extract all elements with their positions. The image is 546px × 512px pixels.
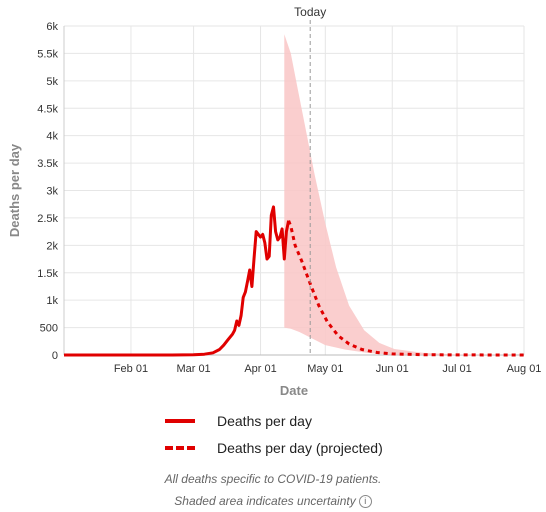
y-tick-label: 2k — [46, 240, 58, 252]
x-axis-title: Date — [280, 383, 308, 398]
y-tick-label: 5k — [46, 76, 58, 88]
footnote-line-2: Shaded area indicates uncertainty i — [0, 490, 546, 512]
y-axis-title: Deaths per day — [7, 143, 22, 237]
legend-item-projected[interactable]: Deaths per day (projected) — [165, 434, 383, 461]
y-tick-label: 4.5k — [37, 103, 58, 115]
y-tick-label: 4k — [46, 131, 58, 143]
today-label: Today — [294, 5, 326, 19]
legend-swatch-solid-line — [165, 418, 195, 423]
x-tick-label: May 01 — [307, 363, 343, 375]
y-tick-label: 6k — [46, 21, 58, 33]
x-tick-label: Aug 01 — [507, 363, 542, 375]
y-tick-label: 0 — [52, 350, 58, 362]
x-tick-label: Jul 01 — [442, 363, 471, 375]
chart-legend: Deaths per day Deaths per day (projected… — [165, 407, 383, 461]
x-tick-label: Mar 01 — [176, 363, 210, 375]
y-tick-label: 3.5k — [37, 158, 58, 170]
x-tick-label: Feb 01 — [114, 363, 148, 375]
series-line-actual — [64, 205, 291, 357]
uncertainty-band — [284, 34, 524, 355]
x-tick-label: Apr 01 — [244, 363, 276, 375]
legend-item-actual[interactable]: Deaths per day — [165, 407, 383, 434]
legend-label-actual: Deaths per day — [217, 412, 312, 429]
footnote-line-1: All deaths specific to COVID-19 patients… — [164, 472, 382, 486]
chart-footnote: All deaths specific to COVID-19 patients… — [0, 468, 546, 512]
x-tick-label: Jun 01 — [376, 363, 409, 375]
deaths-per-day-chart: 0 500 1k 1.5k 2k 2.5k 3k 3.5k 4k 4.5k 5k 5.5k 6k Feb … — [7, 5, 542, 398]
footnote-uncertainty-text: Shaded area indicates uncertainty — [174, 494, 356, 508]
y-tick-label: 5.5k — [37, 48, 58, 60]
y-tick-label: 1k — [46, 295, 58, 307]
info-circle-icon[interactable]: i — [358, 495, 372, 509]
y-tick-label: 3k — [46, 186, 58, 198]
y-tick-label: 1.5k — [37, 268, 58, 280]
legend-swatch-dashed-line — [165, 445, 195, 450]
y-tick-label: 500 — [40, 323, 58, 335]
y-tick-label: 2.5k — [37, 213, 58, 225]
legend-label-projected: Deaths per day (projected) — [217, 439, 383, 456]
chart-svg: 0 500 1k 1.5k 2k 2.5k 3k 3.5k 4k 4.5k 5k 5.5k 6k Feb … — [7, 5, 542, 398]
